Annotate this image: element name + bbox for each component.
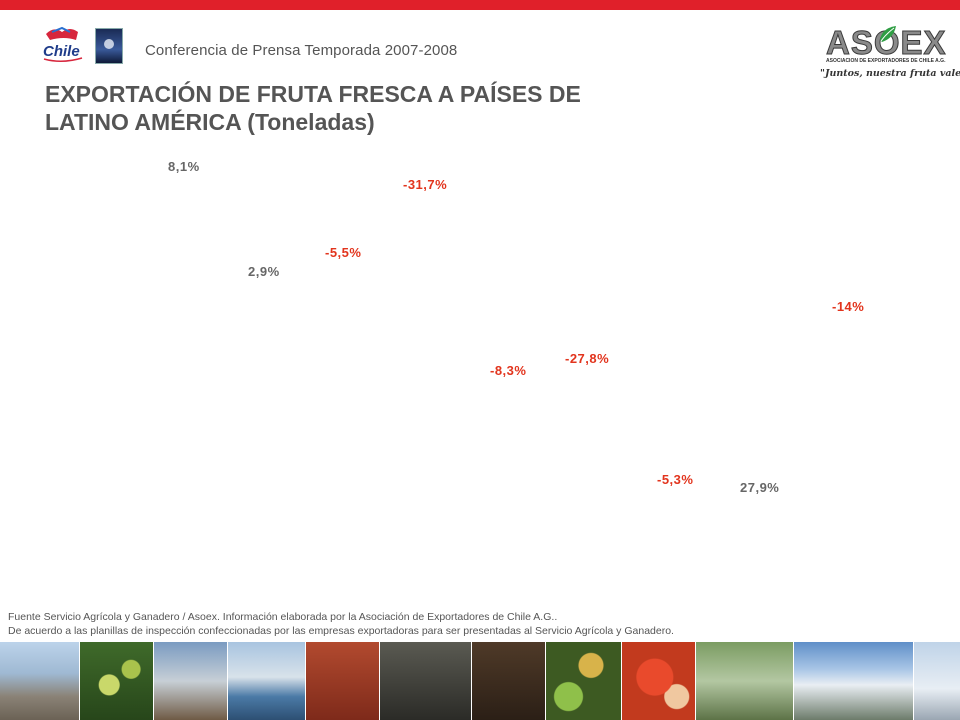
source-footnote: Fuente Servicio Agrícola y Ganadero / As…: [8, 610, 674, 638]
photo-stone-statues: [154, 642, 228, 720]
photo-grapes: [472, 642, 546, 720]
percentage-label: -8,3%: [490, 363, 527, 378]
percentage-label: -31,7%: [403, 177, 448, 192]
percentage-label: -5,5%: [325, 245, 362, 260]
photo-kiwi-fruit: [546, 642, 622, 720]
footnote-line-1: Fuente Servicio Agrícola y Ganadero / As…: [8, 611, 558, 623]
percentage-label: 8,1%: [168, 159, 200, 174]
photo-landscape-1: [0, 642, 80, 720]
title-line-1: EXPORTACIÓN DE FRUTA FRESCA A PAÍSES DE: [45, 81, 581, 107]
partner-badge-logo: [95, 28, 123, 64]
asoex-slogan: "Juntos, nuestra fruta vale más": [820, 68, 960, 79]
photo-port-cranes: [228, 642, 306, 720]
photo-fruit-tree: [80, 642, 154, 720]
conference-subtitle: Conferencia de Prensa Temporada 2007-200…: [145, 42, 458, 59]
leaf-icon: [880, 26, 896, 42]
photo-mountains: [794, 642, 914, 720]
footnote-line-2: De acuerdo a las planillas de inspección…: [8, 625, 674, 637]
title-line-2: LATINO AMÉRICA (Toneladas): [45, 109, 375, 135]
percentage-label: -14%: [832, 299, 865, 314]
photo-strip: [0, 642, 960, 720]
photo-peaches: [622, 642, 696, 720]
asoex-subtitle: ASOCIACION DE EXPORTADORES DE CHILE A.G.: [826, 58, 946, 64]
page-title: EXPORTACIÓN DE FRUTA FRESCA A PAÍSES DE …: [45, 80, 725, 136]
percentage-label: 2,9%: [248, 264, 280, 279]
photo-tractor: [380, 642, 472, 720]
photo-penguin: [914, 642, 960, 720]
asoex-logo-text: ASOEX: [826, 24, 947, 62]
percentage-label: -27,8%: [565, 351, 610, 366]
asoex-logo: ASOEX ASOCIACION DE EXPORTADORES DE CHIL…: [818, 24, 960, 86]
percentage-label: -5,3%: [657, 472, 694, 487]
chile-brand-logo: Chile: [43, 26, 83, 62]
chile-logo-text: Chile: [43, 43, 80, 60]
percentage-label: 27,9%: [740, 480, 780, 495]
photo-packing-worker: [696, 642, 794, 720]
photo-red-boxes: [306, 642, 380, 720]
top-accent-bar: [0, 0, 960, 10]
